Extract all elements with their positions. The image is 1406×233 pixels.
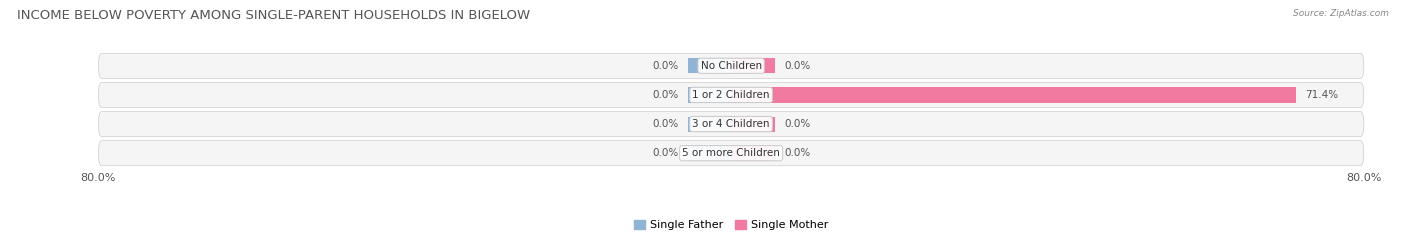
Bar xyxy=(688,87,731,103)
Text: 0.0%: 0.0% xyxy=(652,61,678,71)
FancyBboxPatch shape xyxy=(98,112,1364,137)
Text: 5 or more Children: 5 or more Children xyxy=(682,148,780,158)
Text: 0.0%: 0.0% xyxy=(652,148,678,158)
Bar xyxy=(731,116,775,132)
Bar xyxy=(688,58,731,73)
Text: 3 or 4 Children: 3 or 4 Children xyxy=(692,119,770,129)
Text: 0.0%: 0.0% xyxy=(785,61,810,71)
Text: 0.0%: 0.0% xyxy=(785,148,810,158)
FancyBboxPatch shape xyxy=(98,82,1364,107)
Text: 0.0%: 0.0% xyxy=(652,119,678,129)
Text: 71.4%: 71.4% xyxy=(1305,90,1339,100)
Bar xyxy=(688,146,731,161)
Bar xyxy=(731,87,1296,103)
Text: No Children: No Children xyxy=(700,61,762,71)
Bar xyxy=(688,116,731,132)
FancyBboxPatch shape xyxy=(98,53,1364,78)
Text: 0.0%: 0.0% xyxy=(785,119,810,129)
Text: Source: ZipAtlas.com: Source: ZipAtlas.com xyxy=(1294,9,1389,18)
Text: INCOME BELOW POVERTY AMONG SINGLE-PARENT HOUSEHOLDS IN BIGELOW: INCOME BELOW POVERTY AMONG SINGLE-PARENT… xyxy=(17,9,530,22)
FancyBboxPatch shape xyxy=(98,141,1364,166)
Legend: Single Father, Single Mother: Single Father, Single Mother xyxy=(628,215,834,233)
Bar xyxy=(731,58,775,73)
Text: 0.0%: 0.0% xyxy=(652,90,678,100)
Bar xyxy=(731,146,775,161)
Text: 1 or 2 Children: 1 or 2 Children xyxy=(692,90,770,100)
